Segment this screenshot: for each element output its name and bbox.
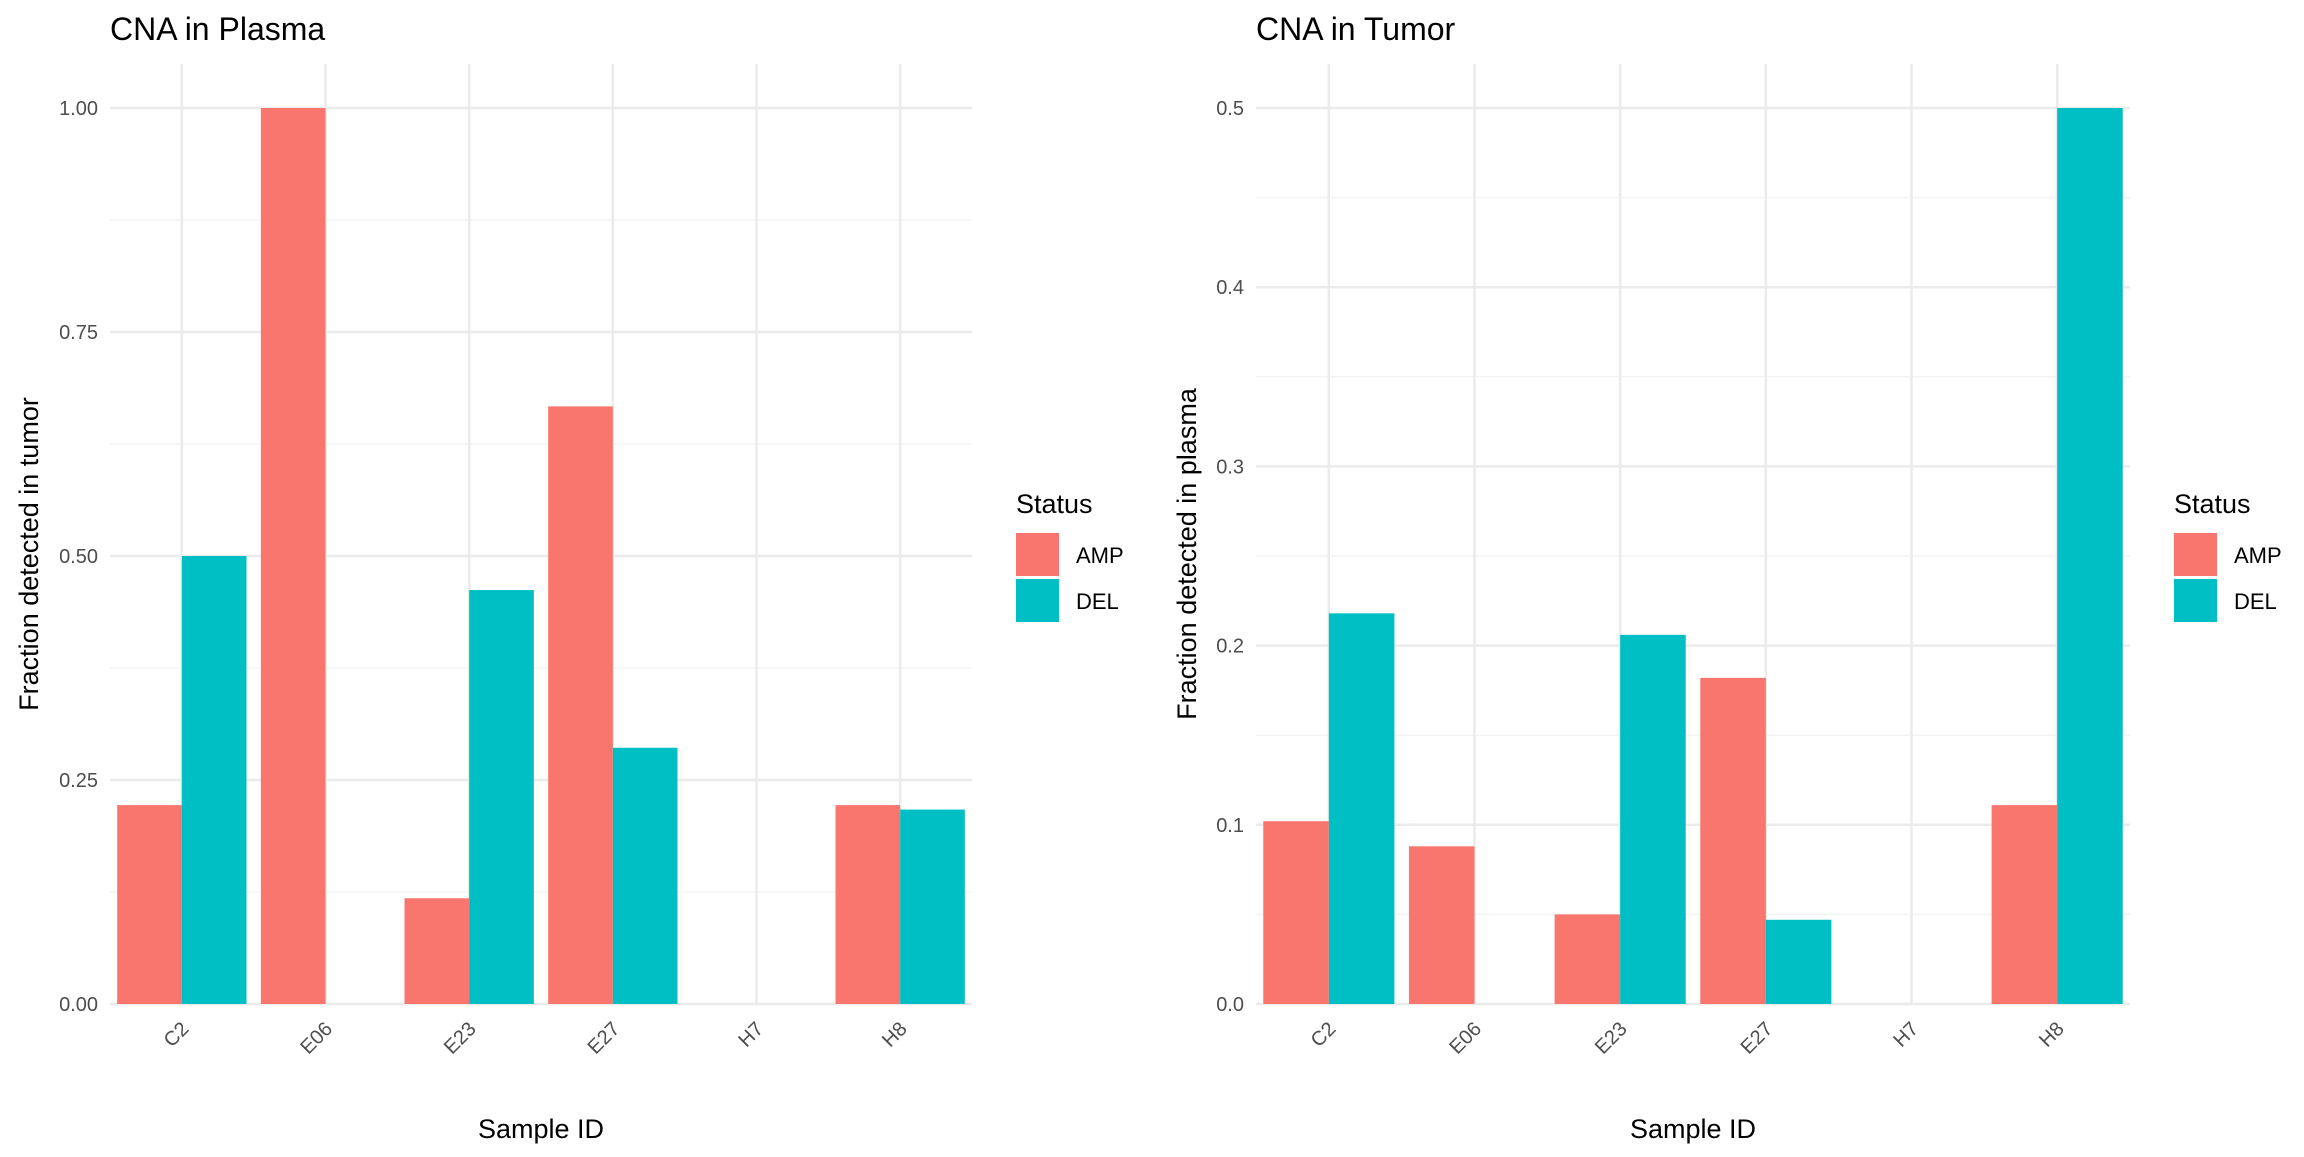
bar-amp-e06	[1408, 846, 1475, 1004]
legend-title: Status	[1016, 489, 1093, 519]
x-tick-label: H7	[734, 1018, 768, 1052]
bar-amp-e06	[260, 108, 326, 1004]
bar-del-e27	[612, 747, 678, 1004]
legend-key-amp	[1016, 533, 1059, 576]
y-tick-label: 1.00	[59, 98, 98, 120]
x-axis-label: Sample ID	[478, 1114, 604, 1144]
bar-amp-c2	[117, 805, 182, 1004]
legend-label-del: DEL	[1076, 589, 1119, 614]
y-tick-label: 0.25	[59, 770, 98, 792]
y-tick-label: 0.1	[1216, 815, 1244, 837]
x-tick-label: C2	[1307, 1018, 1341, 1052]
bar-amp-c2	[1263, 821, 1329, 1004]
chart-panel-1: 0.00 0.25 0.50 0.75 1.00 C2 E06 E23 E27 H7 H8 CNA i…	[14, 11, 1124, 1144]
legend-key-amp	[2174, 533, 2217, 576]
x-tick-label: E23	[440, 1018, 481, 1059]
chart-panel-2: 0.0 0.1 0.2 0.3 0.4 0.5 C2 E06 E23 E27 H7 H8 CNA in …	[1172, 11, 2282, 1144]
y-tick-label: 0.00	[59, 994, 98, 1016]
bar-amp-e27	[1700, 677, 1766, 1004]
x-tick-label: E27	[584, 1018, 625, 1059]
bars	[117, 108, 965, 1004]
bar-del-c2	[181, 556, 247, 1004]
x-axis-label: Sample ID	[1630, 1114, 1756, 1144]
legend: Status AMP DEL	[1016, 489, 1124, 622]
bar-amp-e23	[1554, 914, 1621, 1004]
bars	[1263, 108, 2123, 1004]
bar-amp-e23	[404, 898, 470, 1004]
y-tick-label: 0.75	[59, 322, 98, 344]
y-axis-label: Fraction detected in plasma	[1172, 387, 1202, 720]
bar-del-e27	[1765, 919, 1832, 1004]
y-tick-label: 0.3	[1216, 456, 1244, 478]
bar-amp-e27	[548, 406, 613, 1004]
legend-label-del: DEL	[2234, 589, 2277, 614]
legend: Status AMP DEL	[2174, 489, 2282, 622]
legend-label-amp: AMP	[1076, 543, 1124, 568]
x-tick-label: C2	[160, 1018, 194, 1052]
x-tick-label: H7	[1889, 1018, 1923, 1052]
chart-title: CNA in Tumor	[1256, 11, 1456, 47]
x-tick-label: E06	[296, 1018, 337, 1059]
y-tick-label: 0.2	[1216, 636, 1244, 658]
bar-del-c2	[1328, 613, 1395, 1004]
chart-title: CNA in Plasma	[110, 11, 325, 47]
x-tick-label: E27	[1737, 1018, 1778, 1059]
bar-del-e23	[469, 590, 534, 1004]
grid	[1256, 64, 2130, 1006]
legend-key-del	[2174, 579, 2217, 622]
bar-del-e23	[1620, 634, 1686, 1004]
x-tick-label: E06	[1445, 1018, 1486, 1059]
x-tick-label: H8	[2035, 1018, 2069, 1052]
y-tick-label: 0.5	[1216, 98, 1244, 120]
legend-label-amp: AMP	[2234, 543, 2282, 568]
x-tick-label: H8	[878, 1018, 912, 1052]
legend-title: Status	[2174, 489, 2251, 519]
bar-amp-h8	[835, 805, 901, 1004]
y-axis-label: Fraction detected in tumor	[14, 397, 44, 711]
legend-key-del	[1016, 579, 1059, 622]
y-tick-label: 0.4	[1216, 277, 1244, 299]
bar-del-h8	[2057, 108, 2123, 1004]
bar-amp-h8	[1991, 805, 2058, 1004]
y-tick-label: 0.50	[59, 546, 98, 568]
bar-del-h8	[900, 809, 965, 1004]
x-tick-label: E23	[1591, 1018, 1632, 1059]
y-tick-label: 0.0	[1216, 994, 1244, 1016]
